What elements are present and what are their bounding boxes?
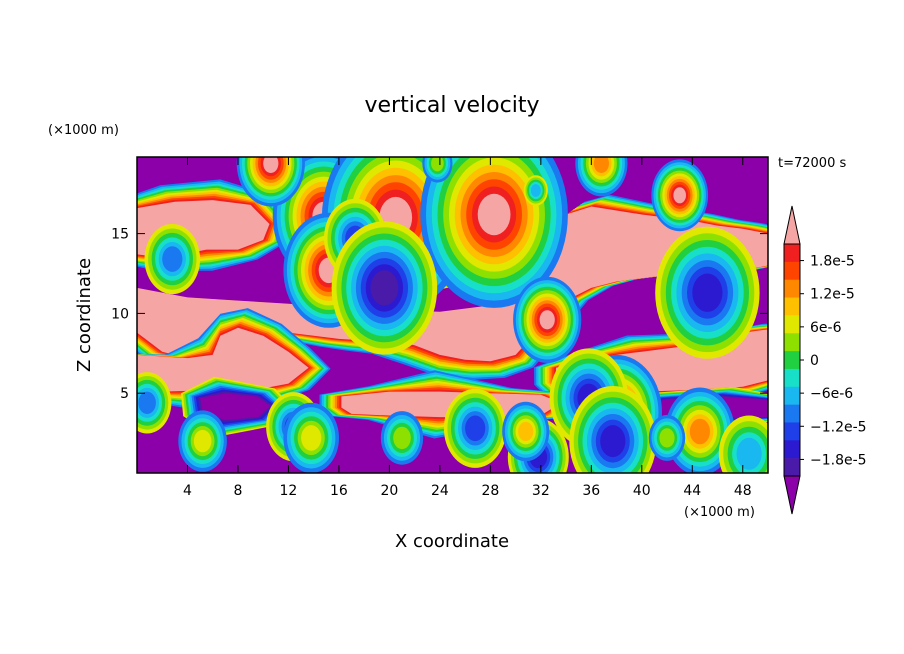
colorbar-label: 1.8e-5: [810, 254, 855, 270]
contour-region-1-band-10: [137, 206, 768, 362]
plot-area: [136, 156, 769, 474]
colorbar-swatch: [784, 422, 800, 441]
contour-spot-10-band-8: [370, 270, 399, 306]
y-axis-label: Z coordinate: [74, 258, 95, 372]
colorbar-swatch: [784, 458, 800, 477]
contour-spot-22-band-4: [659, 428, 675, 448]
colorbar-label: −6e-6: [810, 386, 853, 402]
x-tick-label: 16: [330, 483, 348, 499]
contour-spot-21-band-7: [689, 418, 711, 445]
colorbar-label: −1.8e-5: [810, 452, 867, 468]
colorbar-swatch: [784, 386, 800, 405]
x-tick-label: 32: [532, 483, 550, 499]
contour-spot-15-band-7: [600, 425, 626, 458]
x-tick-label: 4: [183, 483, 192, 499]
colorbar-swatch: [784, 368, 800, 388]
x-tick-label: 12: [280, 483, 298, 499]
contour-spot-26-band-7: [593, 157, 609, 173]
contour-spot-6-band-10: [539, 310, 555, 330]
colorbar-swatch: [784, 261, 800, 280]
x-axis-label: X coordinate: [395, 531, 509, 552]
contour-spot-25-band-4: [530, 184, 541, 197]
x-unit-label: (×1000 m): [684, 505, 755, 520]
colorbar-label: −1.2e-5: [810, 419, 867, 435]
contour-spot-23-band-5: [138, 391, 156, 414]
x-tick-label: 44: [683, 483, 701, 499]
contour-spot-2-band-10: [477, 193, 511, 236]
plot-frame: [136, 156, 769, 474]
contour-spot-17-band-5: [193, 429, 212, 453]
y-tick-label: 10: [111, 306, 129, 322]
colorbar-swatch: [784, 333, 800, 352]
contour-spot-20-band-6: [518, 421, 534, 442]
colorbar-min-extend: [783, 475, 801, 515]
contour-region-6-band-9: [200, 393, 271, 421]
time-label: t=72000 s: [778, 156, 846, 171]
x-axis: 4 8 12 16 20 24 28 32 36 40 44 48: [183, 157, 752, 499]
colorbar-swatch: [784, 297, 800, 316]
contour-spot-14-band-6: [465, 415, 486, 442]
colorbar-swatch: [784, 351, 800, 370]
colorbar-swatch: [784, 315, 800, 334]
x-tick-label: 40: [633, 483, 651, 499]
y-unit-label: (×1000 m): [48, 123, 119, 138]
colorbar-label: 6e-6: [810, 320, 842, 336]
x-tick-label: 8: [233, 483, 242, 499]
contour-spot-24-band-4: [736, 437, 762, 470]
y-tick-label: 5: [120, 386, 129, 402]
colorbar: 1.8e-5 1.2e-5 6e-6 0 −6e-6 −1.2e-5 −1.8e-5: [783, 205, 867, 515]
contour-spot-27-band-4: [431, 157, 444, 172]
y-axis: 5 10 15: [111, 227, 768, 402]
colorbar-label: 0: [810, 353, 819, 369]
x-tick-label: 48: [734, 483, 752, 499]
contour-spot-4-band-10: [263, 157, 279, 173]
colorbar-label: 1.2e-5: [810, 287, 855, 303]
y-tick-label: 15: [111, 227, 129, 243]
contour-spot-11-band-7: [692, 273, 723, 312]
colorbar-swatch: [784, 244, 800, 263]
chart-title: vertical velocity: [364, 93, 539, 118]
colorbar-swatch: [784, 279, 800, 298]
x-tick-label: 20: [380, 483, 398, 499]
contour-spot-8-band-5: [162, 246, 183, 272]
contour-field: [137, 157, 768, 473]
contour-spot-19-band-4: [393, 426, 411, 450]
colorbar-swatch: [784, 440, 800, 459]
x-tick-label: 36: [582, 483, 600, 499]
x-tick-label: 28: [481, 483, 499, 499]
contour-spot-18-band-5: [301, 425, 322, 451]
x-tick-label: 24: [431, 483, 449, 499]
colorbar-max-extend: [783, 205, 801, 245]
colorbar-swatch: [784, 404, 800, 423]
contour-spot-3-band-10: [673, 187, 686, 204]
contour-region-2-band-10: [137, 327, 309, 392]
